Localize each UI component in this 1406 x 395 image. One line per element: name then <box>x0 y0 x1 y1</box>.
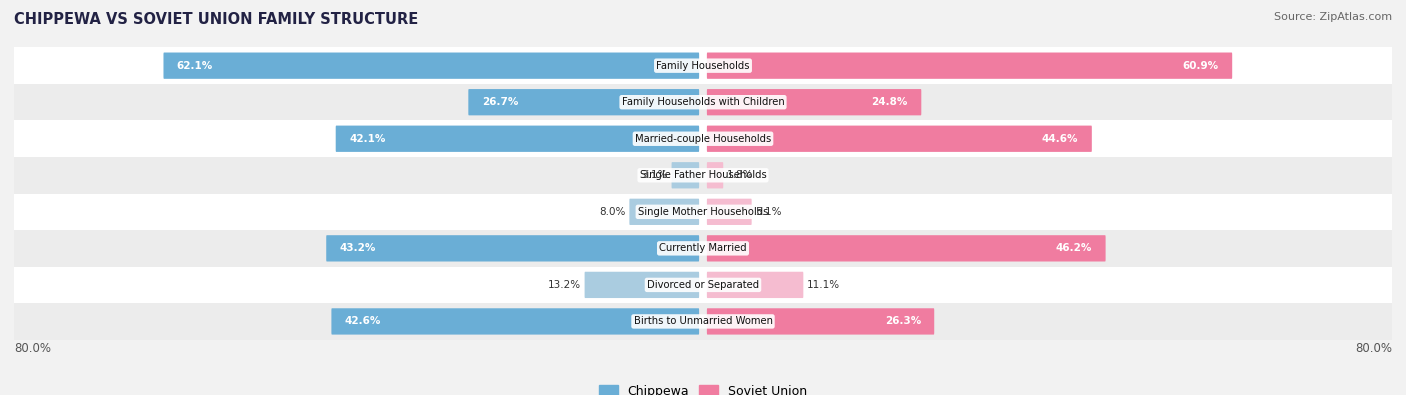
FancyBboxPatch shape <box>707 162 723 188</box>
FancyBboxPatch shape <box>707 126 1092 152</box>
FancyBboxPatch shape <box>14 47 1392 84</box>
Text: Single Father Households: Single Father Households <box>640 170 766 180</box>
Text: 42.6%: 42.6% <box>344 316 381 326</box>
FancyBboxPatch shape <box>707 235 1105 261</box>
Text: Divorced or Separated: Divorced or Separated <box>647 280 759 290</box>
FancyBboxPatch shape <box>14 267 1392 303</box>
FancyBboxPatch shape <box>707 272 803 298</box>
Text: 11.1%: 11.1% <box>807 280 841 290</box>
FancyBboxPatch shape <box>332 308 699 335</box>
Text: 43.2%: 43.2% <box>340 243 375 253</box>
Text: 5.1%: 5.1% <box>755 207 782 217</box>
Legend: Chippewa, Soviet Union: Chippewa, Soviet Union <box>599 385 807 395</box>
FancyBboxPatch shape <box>14 120 1392 157</box>
Text: Single Mother Households: Single Mother Households <box>638 207 768 217</box>
Text: 13.2%: 13.2% <box>547 280 581 290</box>
FancyBboxPatch shape <box>707 199 752 225</box>
FancyBboxPatch shape <box>707 89 921 115</box>
FancyBboxPatch shape <box>468 89 699 115</box>
Text: Family Households: Family Households <box>657 61 749 71</box>
Text: 80.0%: 80.0% <box>1355 342 1392 355</box>
FancyBboxPatch shape <box>14 194 1392 230</box>
FancyBboxPatch shape <box>336 126 699 152</box>
Text: Married-couple Households: Married-couple Households <box>636 134 770 144</box>
Text: 46.2%: 46.2% <box>1056 243 1092 253</box>
Text: Births to Unmarried Women: Births to Unmarried Women <box>634 316 772 326</box>
FancyBboxPatch shape <box>14 157 1392 194</box>
FancyBboxPatch shape <box>326 235 699 261</box>
Text: Source: ZipAtlas.com: Source: ZipAtlas.com <box>1274 12 1392 22</box>
Text: 1.8%: 1.8% <box>727 170 754 180</box>
Text: 24.8%: 24.8% <box>872 97 908 107</box>
FancyBboxPatch shape <box>672 162 699 188</box>
Text: Currently Married: Currently Married <box>659 243 747 253</box>
Text: Family Households with Children: Family Households with Children <box>621 97 785 107</box>
Text: 8.0%: 8.0% <box>599 207 626 217</box>
FancyBboxPatch shape <box>707 308 934 335</box>
Text: 26.7%: 26.7% <box>482 97 517 107</box>
Text: 44.6%: 44.6% <box>1042 134 1078 144</box>
Text: CHIPPEWA VS SOVIET UNION FAMILY STRUCTURE: CHIPPEWA VS SOVIET UNION FAMILY STRUCTUR… <box>14 12 419 27</box>
FancyBboxPatch shape <box>163 53 699 79</box>
Text: 62.1%: 62.1% <box>177 61 214 71</box>
FancyBboxPatch shape <box>707 53 1232 79</box>
Text: 26.3%: 26.3% <box>884 316 921 326</box>
Text: 60.9%: 60.9% <box>1182 61 1219 71</box>
FancyBboxPatch shape <box>585 272 699 298</box>
FancyBboxPatch shape <box>14 84 1392 120</box>
FancyBboxPatch shape <box>14 230 1392 267</box>
FancyBboxPatch shape <box>14 303 1392 340</box>
FancyBboxPatch shape <box>630 199 699 225</box>
Text: 3.1%: 3.1% <box>641 170 668 180</box>
Text: 80.0%: 80.0% <box>14 342 51 355</box>
Text: 42.1%: 42.1% <box>349 134 385 144</box>
